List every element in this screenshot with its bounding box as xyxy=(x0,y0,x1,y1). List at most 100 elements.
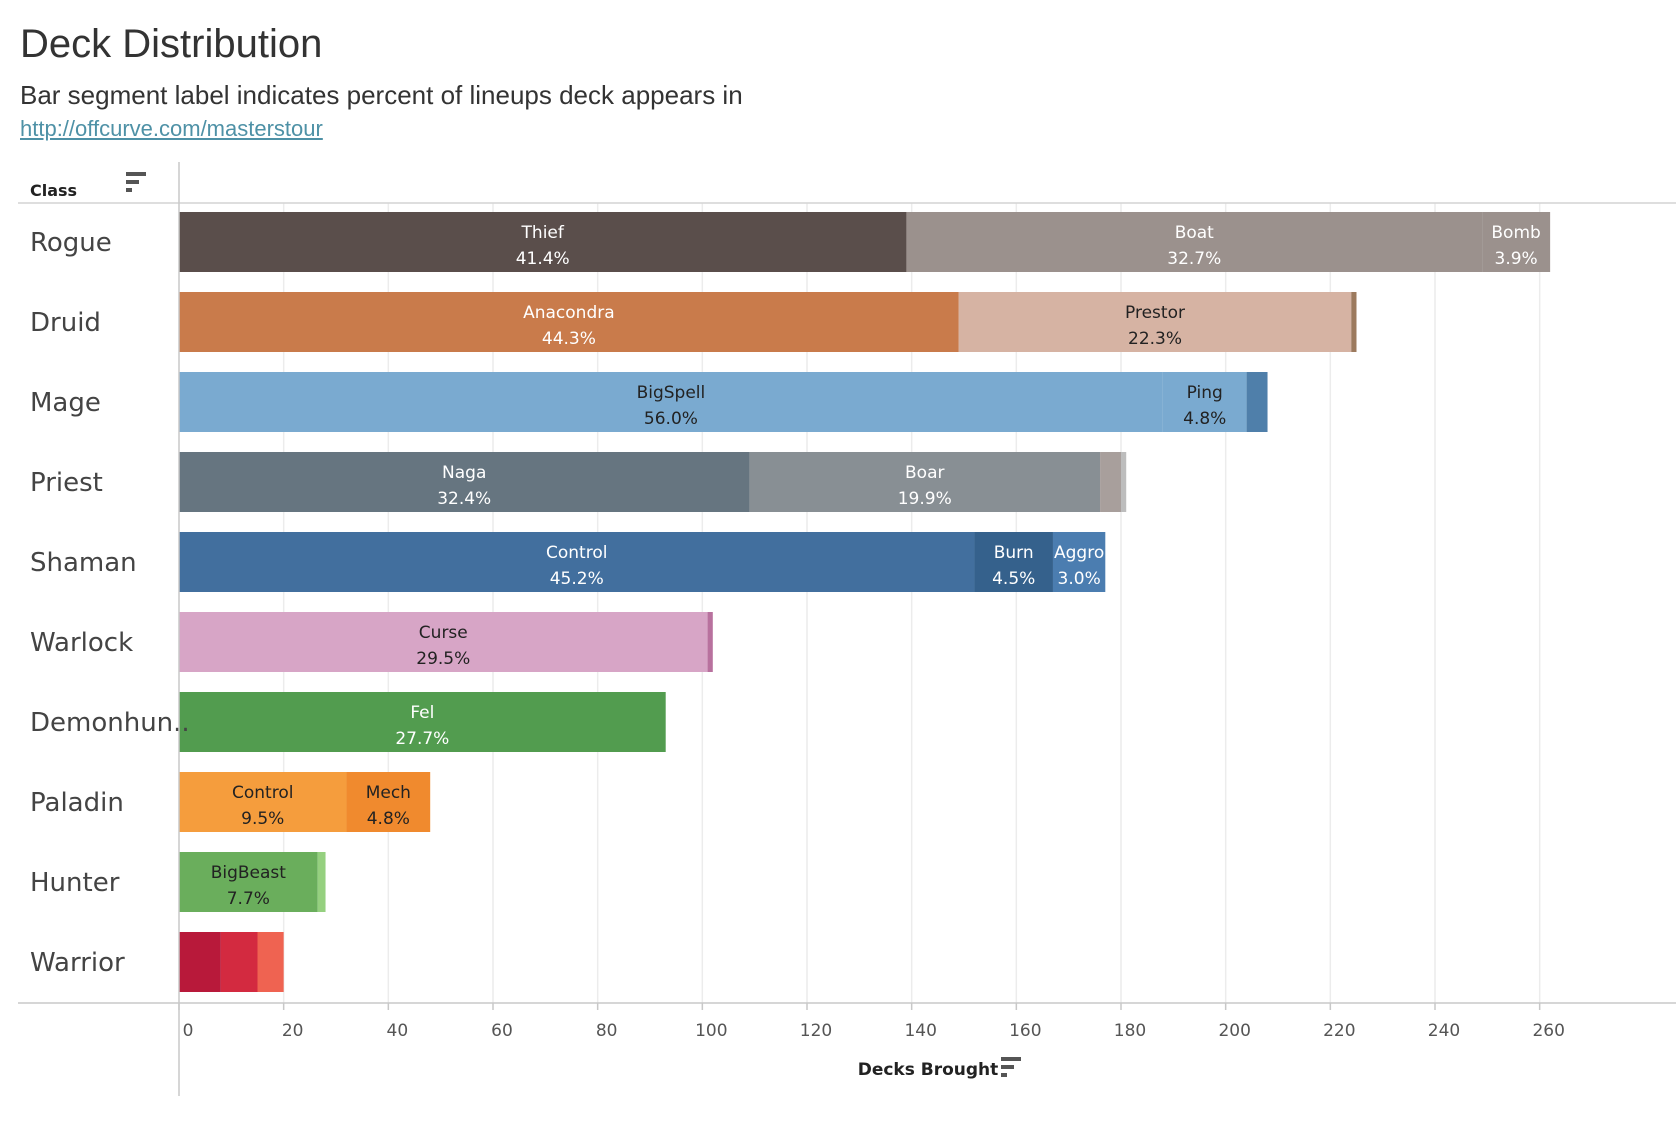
bar-segment-rect[interactable] xyxy=(1052,532,1106,592)
segment-name-label: Boat xyxy=(1175,223,1214,243)
row-label: Demonhun.. xyxy=(30,708,190,738)
bar-segment-rect[interactable] xyxy=(179,772,347,832)
bar-segment[interactable]: Prestor 22.3% xyxy=(958,292,1352,352)
segment-name-label: Naga xyxy=(442,463,486,483)
bar-segment-rect[interactable] xyxy=(179,372,1163,432)
x-tick-label: 0 xyxy=(183,1021,194,1041)
bar-segment-rect[interactable] xyxy=(1121,452,1127,512)
bar-segment[interactable]: Fel 27.7% xyxy=(179,692,666,752)
row-label: Hunter xyxy=(30,868,120,898)
bar-segment-rect[interactable] xyxy=(220,932,258,992)
x-axis-title: Decks Brought xyxy=(858,1060,999,1080)
bar-segment[interactable] xyxy=(317,852,326,912)
axis-sort-icon[interactable] xyxy=(1001,1057,1021,1077)
bar-segment-rect[interactable] xyxy=(179,612,708,672)
x-tick-label: 240 xyxy=(1428,1021,1460,1041)
bar-segment-rect[interactable] xyxy=(1482,212,1551,272)
segment-pct-label: 32.7% xyxy=(1167,249,1221,269)
bar-segment[interactable] xyxy=(220,932,258,992)
bar-segment-rect[interactable] xyxy=(179,932,221,992)
bar-segment-rect[interactable] xyxy=(974,532,1053,592)
bar-segment-rect[interactable] xyxy=(707,612,713,672)
bar-segment[interactable] xyxy=(179,932,221,992)
bar-segment[interactable]: BigSpell 56.0% xyxy=(179,372,1163,432)
x-tick-label: 180 xyxy=(1114,1021,1146,1041)
segment-name-label: Burn xyxy=(994,543,1034,563)
bar-segment[interactable]: Mech 4.8% xyxy=(346,772,431,832)
bar-segment[interactable]: BigBeast 7.7% xyxy=(179,852,318,912)
x-tick-label: 120 xyxy=(800,1021,832,1041)
segment-pct-label: 32.4% xyxy=(437,489,491,509)
segment-name-label: Bomb xyxy=(1491,223,1540,243)
class-sort-icon[interactable] xyxy=(126,172,146,192)
bar-segment-rect[interactable] xyxy=(906,212,1483,272)
bar-segment[interactable]: Anacondra 44.3% xyxy=(179,292,959,352)
x-tick-label: 220 xyxy=(1323,1021,1355,1041)
bar-segment-rect[interactable] xyxy=(179,212,907,272)
segment-name-label: Anacondra xyxy=(523,303,615,323)
segment-pct-label: 45.2% xyxy=(550,569,604,589)
segment-pct-label: 9.5% xyxy=(241,809,284,829)
row-label: Rogue xyxy=(30,228,112,258)
bar-segment[interactable]: Boar 19.9% xyxy=(749,452,1101,512)
bar-segment[interactable]: Thief 41.4% xyxy=(179,212,907,272)
chart-title: Deck Distribution xyxy=(20,22,323,66)
bar-segment[interactable] xyxy=(1121,452,1127,512)
x-tick-label: 160 xyxy=(1009,1021,1041,1041)
row-label: Paladin xyxy=(30,788,124,818)
bar-segment-rect[interactable] xyxy=(958,292,1352,352)
segment-pct-label: 56.0% xyxy=(644,409,698,429)
bar-segment-rect[interactable] xyxy=(257,932,284,992)
x-tick-label: 260 xyxy=(1532,1021,1564,1041)
bar-segment-rect[interactable] xyxy=(179,452,750,512)
segment-name-label: Control xyxy=(232,783,293,803)
bar-segment-rect[interactable] xyxy=(179,692,666,752)
bar-segment[interactable] xyxy=(707,612,713,672)
bar-segment[interactable]: Boat 32.7% xyxy=(906,212,1483,272)
chart-subtitle: Bar segment label indicates percent of l… xyxy=(20,80,743,110)
bar-segment-rect[interactable] xyxy=(179,532,975,592)
bar-segment-rect[interactable] xyxy=(1246,372,1268,432)
bar-segment-rect[interactable] xyxy=(317,852,326,912)
bar-segment[interactable] xyxy=(257,932,284,992)
x-tick-label: 80 xyxy=(596,1021,618,1041)
bar-segment[interactable]: Bomb 3.9% xyxy=(1482,212,1551,272)
bar-segment[interactable]: Burn 4.5% xyxy=(974,532,1053,592)
bar-segment-rect[interactable] xyxy=(749,452,1101,512)
segment-pct-label: 4.5% xyxy=(992,569,1035,589)
x-tick-label: 40 xyxy=(387,1021,409,1041)
segment-name-label: Aggro xyxy=(1054,543,1104,563)
bar-segment[interactable]: Naga 32.4% xyxy=(179,452,750,512)
segment-name-label: Control xyxy=(546,543,607,563)
bar-segment[interactable] xyxy=(1246,372,1268,432)
x-axis: 0 20 40 60 80 100 120 140 160 180 200 220 240 260 xyxy=(178,1003,1565,1041)
segment-pct-label: 19.9% xyxy=(898,489,952,509)
bar-segment[interactable]: Control 45.2% xyxy=(179,532,975,592)
bar-segment-rect[interactable] xyxy=(179,852,318,912)
bars: Thief 41.4% Boat 32.7% Bomb 3.9% Anacondra 44.3… xyxy=(179,212,1551,992)
segment-name-label: Ping xyxy=(1187,383,1223,403)
segment-name-label: BigSpell xyxy=(637,383,706,403)
source-link[interactable]: http://offcurve.com/masterstour xyxy=(20,116,323,141)
bar-segment-rect[interactable] xyxy=(1162,372,1247,432)
x-tick-label: 20 xyxy=(282,1021,304,1041)
segment-name-label: Prestor xyxy=(1125,303,1185,323)
bar-segment[interactable]: Control 9.5% xyxy=(179,772,347,832)
bar-segment-rect[interactable] xyxy=(1100,452,1121,512)
bar-segment-rect[interactable] xyxy=(1351,292,1357,352)
bar-segment[interactable]: Aggro 3.0% xyxy=(1052,532,1106,592)
segment-name-label: Boar xyxy=(905,463,944,483)
bar-segment[interactable] xyxy=(1100,452,1121,512)
bar-segment[interactable]: Ping 4.8% xyxy=(1162,372,1247,432)
row-labels: Rogue Druid Mage Priest Shaman Warlock Demonhu… xyxy=(30,228,190,978)
segment-pct-label: 27.7% xyxy=(395,729,449,749)
bar-segment-rect[interactable] xyxy=(179,292,959,352)
bar-segment-rect[interactable] xyxy=(346,772,431,832)
bar-segment[interactable]: Curse 29.5% xyxy=(179,612,708,672)
row-label: Warlock xyxy=(30,628,133,658)
x-tick-label: 200 xyxy=(1218,1021,1250,1041)
bar-segment[interactable] xyxy=(1351,292,1357,352)
segment-pct-label: 4.8% xyxy=(1183,409,1226,429)
segment-pct-label: 7.7% xyxy=(227,889,270,909)
segment-pct-label: 29.5% xyxy=(416,649,470,669)
